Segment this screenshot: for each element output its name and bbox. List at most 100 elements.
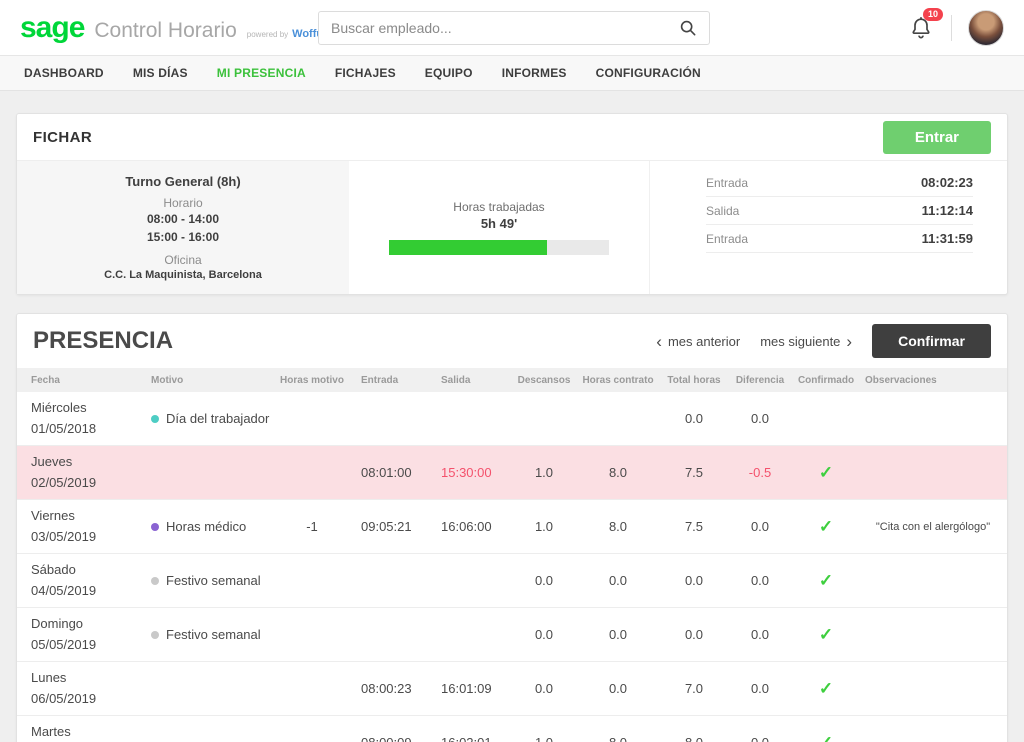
- prev-month-link[interactable]: ‹ mes anterior: [656, 333, 740, 350]
- nav-item-mi-presencia[interactable]: MI PRESENCIA: [216, 66, 306, 80]
- progress-bar: [389, 240, 609, 255]
- cell-observaciones: "Cita con el alergólogo": [875, 520, 991, 533]
- col-horas-motivo: Horas motivo: [280, 374, 344, 386]
- row-day: Viernes: [31, 507, 75, 523]
- horario-tarde: 15:00 - 16:00: [146, 230, 220, 244]
- registro-time: 11:31:59: [921, 231, 973, 246]
- cell-diferencia: 0.0: [750, 627, 770, 642]
- cell-diferencia: 0.0: [727, 735, 793, 742]
- motivo-dot-icon: [151, 414, 159, 423]
- registro-label: Entrada: [706, 231, 749, 246]
- next-month-link[interactable]: mes siguiente ›: [760, 333, 852, 350]
- cell-entrada: 08:00:09: [347, 735, 427, 742]
- cell-total-horas: 7.5: [684, 465, 704, 480]
- fichar-title: FICHAR: [33, 128, 93, 146]
- table-row[interactable]: Viernes 03/05/2019 Horas médico -1 09:05…: [17, 500, 1007, 554]
- main-nav: DASHBOARD MIS DÍAS MI PRESENCIA FICHAJES…: [0, 56, 1024, 91]
- user-avatar[interactable]: [968, 9, 1004, 46]
- cell-salida: 16:06:00: [441, 519, 492, 534]
- search-input[interactable]: [331, 20, 679, 36]
- row-date: 06/05/2019: [31, 690, 97, 706]
- registro-row: Entrada 11:31:59: [706, 225, 973, 253]
- motivo-dot-icon: [151, 522, 159, 531]
- cell-descansos: 1.0: [534, 519, 554, 534]
- sage-logo: sage: [20, 10, 85, 44]
- cell-horas-contrato: 0.0: [608, 681, 628, 696]
- nav-item-fichajes[interactable]: FICHAJES: [334, 66, 396, 80]
- powered-by-label: powered by: [246, 29, 289, 39]
- motivo-label: Festivo semanal: [166, 627, 261, 642]
- cell-confirmado: [793, 733, 859, 742]
- check-icon: [819, 628, 833, 643]
- table-row[interactable]: Martes 07/05/2019 08:00:09 16:02:01 1.0 …: [17, 716, 1007, 742]
- nav-item-dashboard[interactable]: DASHBOARD: [24, 66, 104, 80]
- cell-total-horas: 0.0: [684, 573, 704, 588]
- table-row[interactable]: Miércoles 01/05/2018 Día del trabajador …: [17, 392, 1007, 446]
- row-date: 02/05/2019: [31, 474, 97, 490]
- turno-panel: Turno General (8h) Horario 08:00 - 14:00…: [17, 161, 349, 294]
- search-icon[interactable]: [679, 19, 697, 37]
- fichar-body: Turno General (8h) Horario 08:00 - 14:00…: [17, 160, 1007, 294]
- col-horas-contrato: Horas contrato: [582, 374, 654, 386]
- row-day: Miércoles: [31, 399, 87, 415]
- nav-item-informes[interactable]: INFORMES: [501, 66, 567, 80]
- row-day: Martes: [31, 723, 71, 739]
- cell-fecha: Lunes 06/05/2019: [17, 668, 135, 710]
- month-nav: ‹ mes anterior mes siguiente › Confirmar: [656, 324, 991, 358]
- row-day: Domingo: [31, 615, 84, 631]
- nav-item-equipo[interactable]: EQUIPO: [424, 66, 473, 80]
- row-date: 01/05/2018: [31, 420, 97, 436]
- oficina-nombre: C.C. La Maquinista, Barcelona: [104, 269, 262, 281]
- entrar-button[interactable]: Entrar: [882, 120, 991, 154]
- horas-trabajadas-value: 5h 49': [480, 216, 518, 231]
- check-icon: [819, 466, 833, 481]
- cell-diferencia: -0.5: [748, 465, 772, 480]
- registro-label: Entrada: [706, 175, 749, 190]
- check-icon: [819, 736, 833, 742]
- cell-total-horas: 0.0: [684, 411, 704, 426]
- cell-motivo: Horas médico: [135, 519, 277, 534]
- confirmar-button[interactable]: Confirmar: [872, 324, 991, 358]
- cell-horas-contrato: 0.0: [608, 573, 628, 588]
- table-row[interactable]: Jueves 02/05/2019 08:01:00 15:30:00 1.0 …: [17, 446, 1007, 500]
- notifications-button[interactable]: 10: [909, 7, 943, 41]
- cell-diferencia: 0.0: [750, 519, 770, 534]
- cell-motivo: Festivo semanal: [135, 627, 277, 642]
- row-day: Sábado: [31, 561, 76, 577]
- nav-item-mis-dias[interactable]: MIS DÍAS: [132, 66, 188, 80]
- cell-horas-contrato: 0.0: [608, 627, 628, 642]
- cell-total-horas: 8.0: [661, 735, 727, 742]
- table-row[interactable]: Domingo 05/05/2019 Festivo semanal 0.0 0…: [17, 608, 1007, 662]
- registro-time: 11:12:14: [921, 203, 973, 218]
- cell-total-horas: 7.0: [684, 681, 704, 696]
- cell-descansos: 1.0: [534, 465, 554, 480]
- row-date: 04/05/2019: [31, 582, 97, 598]
- col-total-horas: Total horas: [667, 374, 721, 386]
- check-icon: [819, 520, 833, 535]
- horas-trabajadas-label: Horas trabajadas: [453, 200, 545, 214]
- registro-time: 08:02:23: [920, 175, 973, 190]
- horario-label: Horario: [163, 196, 203, 210]
- check-icon: [819, 574, 833, 589]
- col-observaciones: Observaciones: [865, 374, 937, 386]
- prev-month-label: mes anterior: [667, 333, 741, 349]
- oficina-label: Oficina: [164, 253, 202, 267]
- horas-trabajadas-panel: Horas trabajadas 5h 49': [349, 161, 649, 294]
- cell-entrada: 08:00:23: [361, 681, 412, 696]
- woffu-logo: Woffu: [292, 27, 324, 40]
- table-row[interactable]: Lunes 06/05/2019 08:00:23 16:01:09 0.0 0…: [17, 662, 1007, 716]
- nav-item-configuracion[interactable]: CONFIGURACIÓN: [595, 66, 701, 80]
- table-row[interactable]: Sábado 04/05/2019 Festivo semanal 0.0 0.…: [17, 554, 1007, 608]
- col-fecha: Fecha: [31, 374, 60, 386]
- fichar-header: FICHAR Entrar: [17, 114, 1007, 160]
- cell-confirmado: [793, 517, 859, 537]
- registro-label: Salida: [706, 203, 740, 218]
- search-box: [318, 11, 710, 45]
- col-diferencia: Diferencia: [735, 374, 785, 386]
- brand: sage Control Horario powered by Woffu: [20, 11, 323, 45]
- page-content: FICHAR Entrar Turno General (8h) Horario…: [0, 91, 1024, 742]
- col-motivo: Motivo: [151, 374, 184, 386]
- presencia-title: PRESENCIA: [33, 327, 174, 354]
- fichar-card: FICHAR Entrar Turno General (8h) Horario…: [16, 113, 1008, 295]
- motivo-label: Día del trabajador: [166, 411, 270, 426]
